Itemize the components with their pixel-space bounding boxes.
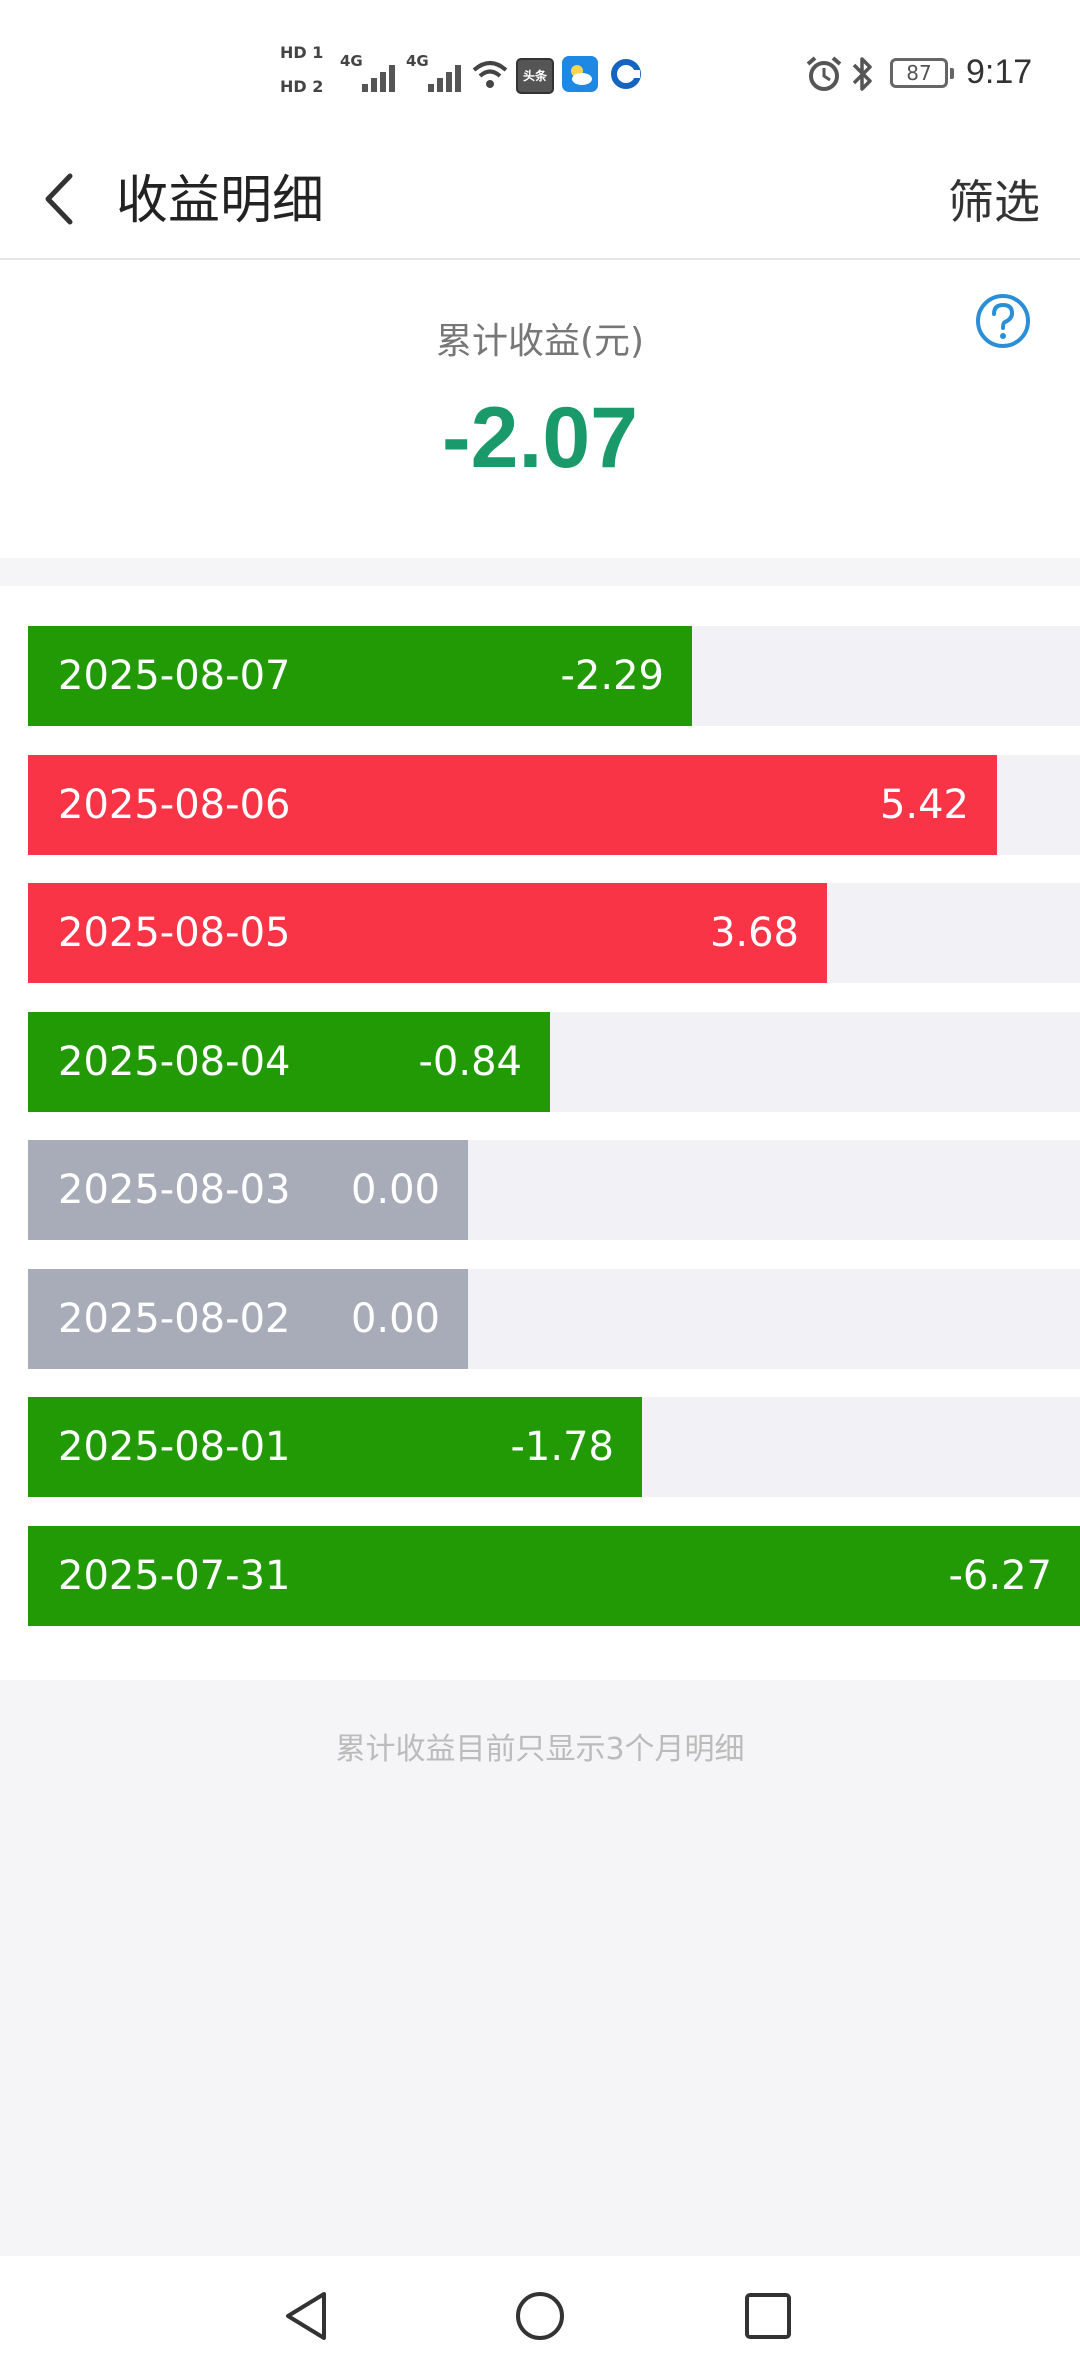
chevron-left-icon[interactable] bbox=[34, 164, 84, 234]
row-amount: 0.00 bbox=[350, 1296, 440, 1342]
row-amount: -2.29 bbox=[560, 653, 665, 699]
income-row[interactable]: 2025-08-06 5.42 bbox=[28, 755, 1080, 855]
income-row[interactable]: 2025-08-07 -2.29 bbox=[28, 626, 1080, 726]
bank-app-icon bbox=[611, 59, 641, 89]
status-time: 9:17 bbox=[966, 53, 1033, 91]
income-row[interactable]: 2025-08-01 -1.78 bbox=[28, 1397, 1080, 1497]
hd-indicators: HD 1 HD 2 bbox=[280, 44, 332, 112]
income-bar bbox=[28, 1397, 642, 1497]
row-date: 2025-08-07 bbox=[58, 653, 291, 699]
row-date: 2025-08-03 bbox=[58, 1167, 291, 1213]
filter-button[interactable]: 筛选 bbox=[948, 175, 1040, 229]
income-bar bbox=[28, 755, 997, 855]
income-bar bbox=[28, 1526, 1080, 1626]
page-title: 收益明细 bbox=[116, 171, 325, 231]
alarm-icon bbox=[806, 56, 842, 91]
row-amount: -1.78 bbox=[510, 1424, 615, 1470]
signal-bars-2 bbox=[428, 58, 468, 92]
toutiao-app-icon: 头条 bbox=[516, 58, 554, 94]
row-amount: 0.00 bbox=[350, 1167, 440, 1213]
title-bar: 收益明细 筛选 bbox=[0, 140, 1080, 260]
signal-2-icon: 4G bbox=[406, 52, 466, 92]
wifi-icon bbox=[472, 61, 508, 88]
row-date: 2025-08-04 bbox=[58, 1039, 291, 1085]
signal-1-icon: 4G bbox=[340, 52, 400, 92]
row-date: 2025-08-06 bbox=[58, 782, 291, 828]
square-recent-icon[interactable] bbox=[738, 2286, 798, 2346]
row-date: 2025-08-05 bbox=[58, 910, 291, 956]
weather-app-icon bbox=[562, 56, 598, 92]
income-bar bbox=[28, 1140, 468, 1240]
status-bar: HD 1 HD 2 4G 4G 头条 bbox=[0, 0, 1080, 140]
income-bar bbox=[28, 1269, 468, 1369]
circle-home-icon[interactable] bbox=[510, 2286, 570, 2346]
row-date: 2025-08-01 bbox=[58, 1424, 291, 1470]
income-row[interactable]: 2025-08-04 -0.84 bbox=[28, 1012, 1080, 1112]
network-type-1: 4G bbox=[340, 52, 363, 70]
row-date: 2025-08-02 bbox=[58, 1296, 291, 1342]
summary-card: 累计收益(元) -2.07 bbox=[0, 260, 1080, 558]
battery-indicator: 87 bbox=[890, 58, 954, 88]
income-row[interactable]: 2025-07-31 -6.27 bbox=[28, 1526, 1080, 1626]
income-row[interactable]: 2025-08-02 0.00 bbox=[28, 1269, 1080, 1369]
question-circle-icon[interactable] bbox=[974, 292, 1032, 350]
footnote: 累计收益目前只显示3个月明细 bbox=[335, 1732, 745, 1767]
signal-bars-1 bbox=[362, 58, 402, 92]
cumulative-income-value: -2.07 bbox=[441, 390, 639, 486]
income-bar bbox=[28, 626, 692, 726]
cumulative-income-label: 累计收益(元) bbox=[435, 321, 645, 362]
row-amount: -6.27 bbox=[948, 1553, 1053, 1599]
income-row[interactable]: 2025-08-03 0.00 bbox=[28, 1140, 1080, 1240]
row-amount: 5.42 bbox=[879, 782, 969, 828]
navigation-bar bbox=[0, 2256, 1080, 2376]
row-amount: 3.68 bbox=[709, 910, 799, 956]
income-bar bbox=[28, 883, 827, 983]
row-amount: -0.84 bbox=[418, 1039, 523, 1085]
hd1-label: HD 1 bbox=[280, 43, 324, 62]
daily-income-list: 2025-08-07 -2.29 2025-08-06 5.42 2025-08-05 3… bbox=[0, 586, 1080, 1680]
network-type-2: 4G bbox=[406, 52, 429, 70]
triangle-back-icon[interactable] bbox=[278, 2286, 338, 2346]
row-date: 2025-07-31 bbox=[58, 1553, 291, 1599]
hd2-label: HD 2 bbox=[280, 77, 324, 96]
income-row[interactable]: 2025-08-05 3.68 bbox=[28, 883, 1080, 983]
bluetooth-icon bbox=[852, 57, 872, 91]
income-bar bbox=[28, 1012, 550, 1112]
